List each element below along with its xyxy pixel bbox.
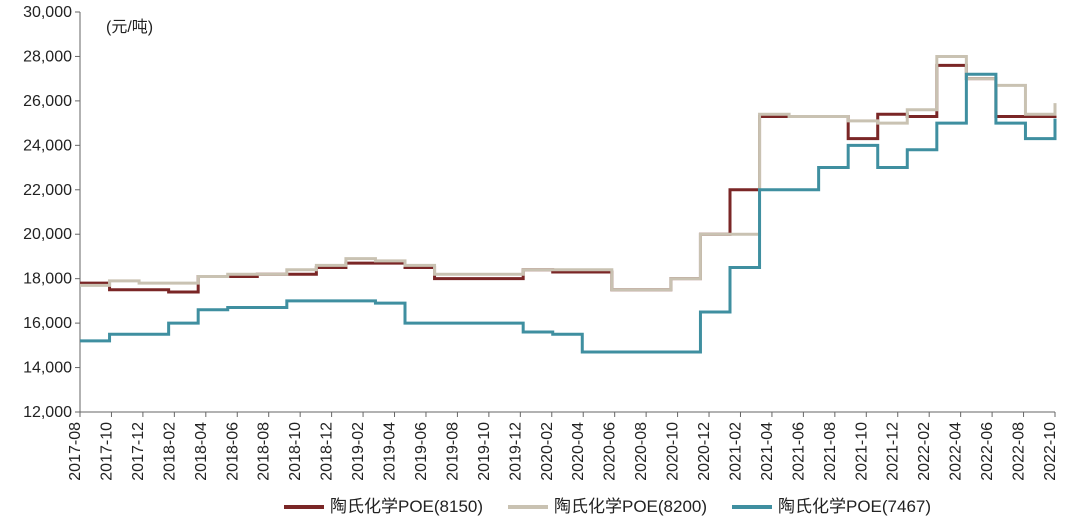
legend-label-1: 陶氏化学POE(8200) bbox=[554, 497, 707, 516]
x-tick-label: 2018-12 bbox=[319, 422, 336, 481]
x-tick-label: 2020-02 bbox=[539, 422, 556, 481]
x-tick-label: 2017-12 bbox=[130, 422, 147, 481]
x-tick-label: 2018-04 bbox=[193, 422, 210, 481]
x-tick-label: 2019-10 bbox=[476, 422, 493, 481]
x-tick-label: 2021-12 bbox=[885, 422, 902, 481]
y-tick-label: 24,000 bbox=[23, 137, 72, 154]
x-tick-label: 2022-02 bbox=[916, 422, 933, 481]
y-tick-label: 16,000 bbox=[23, 315, 72, 332]
x-tick-label: 2018-06 bbox=[224, 422, 241, 481]
x-tick-label: 2017-08 bbox=[67, 422, 84, 481]
y-tick-label: 18,000 bbox=[23, 271, 72, 288]
x-tick-label: 2018-10 bbox=[287, 422, 304, 481]
legend-label-0: 陶氏化学POE(8150) bbox=[330, 497, 483, 516]
y-tick-label: 20,000 bbox=[23, 226, 72, 243]
x-tick-label: 2021-06 bbox=[790, 422, 807, 481]
x-tick-label: 2020-04 bbox=[570, 422, 587, 481]
x-tick-label: 2022-10 bbox=[1042, 422, 1059, 481]
unit-label: (元/吨) bbox=[106, 18, 153, 36]
x-tick-label: 2021-10 bbox=[853, 422, 870, 481]
x-tick-label: 2022-04 bbox=[948, 422, 965, 481]
y-tick-label: 12,000 bbox=[23, 404, 72, 421]
y-tick-label: 14,000 bbox=[23, 360, 72, 377]
x-tick-label: 2021-02 bbox=[727, 422, 744, 481]
x-tick-label: 2022-08 bbox=[1011, 422, 1028, 481]
x-tick-label: 2020-08 bbox=[633, 422, 650, 481]
y-tick-label: 30,000 bbox=[23, 4, 72, 21]
legend: 陶氏化学POE(8150) 陶氏化学POE(8200) 陶氏化学POE(7467) bbox=[284, 497, 931, 516]
x-tick-label: 2019-04 bbox=[382, 422, 399, 481]
x-tick-label: 2020-12 bbox=[696, 422, 713, 481]
x-tick-label: 2020-10 bbox=[665, 422, 682, 481]
x-tick-label: 2018-02 bbox=[161, 422, 178, 481]
poe-price-chart: 12,000 14,000 16,000 18,000 20,000 22,000 24,0… bbox=[0, 0, 1080, 526]
x-tick-label: 2018-08 bbox=[256, 422, 273, 481]
y-tick-label: 26,000 bbox=[23, 93, 72, 110]
y-tick-label: 22,000 bbox=[23, 182, 72, 199]
x-tick-label: 2020-06 bbox=[602, 422, 619, 481]
legend-label-2: 陶氏化学POE(7467) bbox=[778, 497, 931, 516]
x-tick-label: 2017-10 bbox=[98, 422, 115, 481]
x-tick-label: 2021-08 bbox=[822, 422, 839, 481]
x-tick-label: 2019-06 bbox=[413, 422, 430, 481]
x-tick-label: 2019-12 bbox=[507, 422, 524, 481]
x-tick-label: 2019-08 bbox=[444, 422, 461, 481]
chart-svg: 12,000 14,000 16,000 18,000 20,000 22,000 24,0… bbox=[0, 0, 1080, 526]
y-tick-label: 28,000 bbox=[23, 48, 72, 65]
x-tick-label: 2021-04 bbox=[759, 422, 776, 481]
x-tick-label: 2022-06 bbox=[979, 422, 996, 481]
x-tick-label: 2019-02 bbox=[350, 422, 367, 481]
